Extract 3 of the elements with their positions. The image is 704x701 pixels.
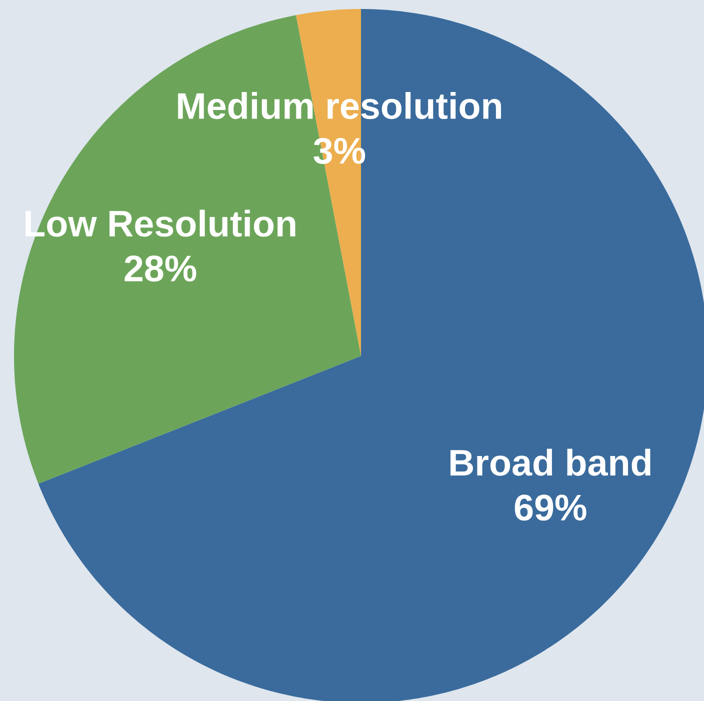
data-label: 69% (514, 494, 586, 521)
data-label: 28% (124, 256, 196, 282)
slice-label: Broad band (450, 448, 650, 476)
